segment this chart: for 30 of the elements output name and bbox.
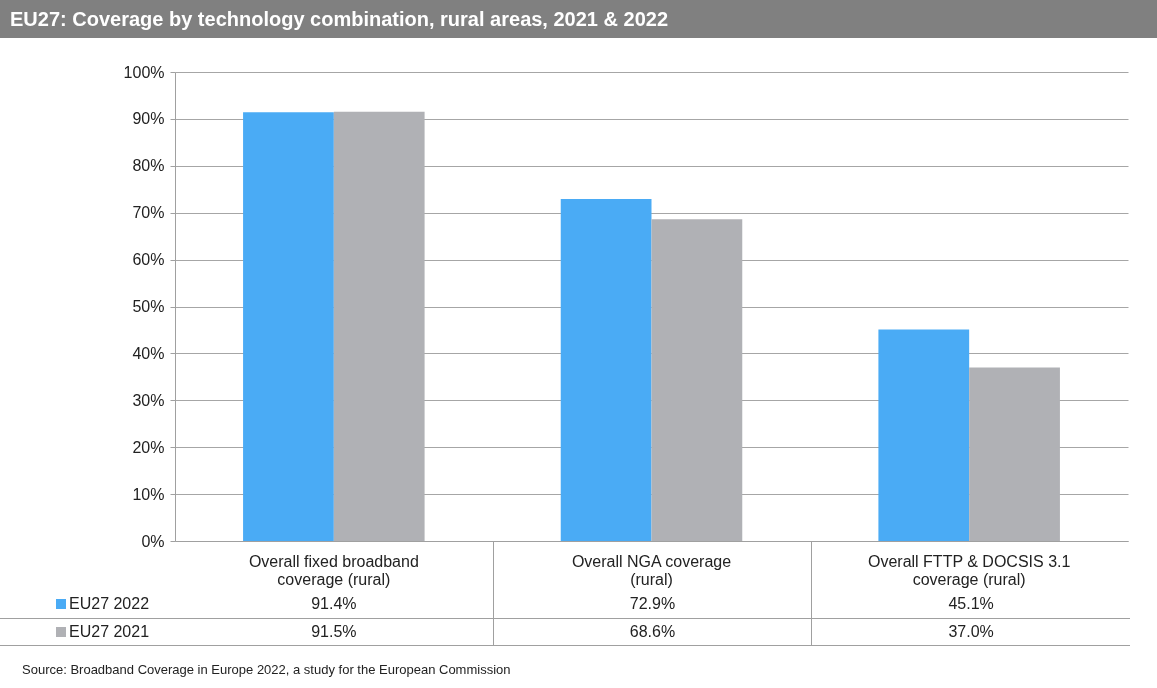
x-tick-label: Overall NGA coverage (rural) [571,552,732,588]
y-tick-label: 10% [132,485,165,503]
bar [969,367,1060,541]
data-label: 91.4% [175,591,494,618]
y-tick-label: 0% [141,532,165,550]
legend-label: EU27 2021 [0,618,175,645]
y-tick-label: 30% [132,391,165,409]
source-note: Source: Broadband Coverage in Europe 2022, a study for the European Commission [22,662,511,677]
y-tick-label: 40% [132,344,165,362]
y-tick-label: 100% [123,63,165,81]
data-label: 72.9% [493,591,812,618]
x-tick-label: Overall FTTP & DOCSIS 3.1 coverage (rural) [867,552,1071,588]
x-tick-label: Overall fixed broadband coverage (rural) [248,552,419,588]
data-label: 91.5% [175,618,494,645]
data-label: 68.6% [493,618,812,645]
y-tick-label: 70% [132,204,165,222]
bar [560,199,652,541]
bar [333,111,425,541]
bar [878,329,970,541]
chart-title: EU27: Coverage by technology combination, rural areas, 2021 & 2022 [0,0,1157,38]
data-label: 45.1% [811,591,1130,618]
y-tick-label: 60% [132,251,165,269]
legend-label: EU27 2022 [0,591,175,618]
data-label: 37.0% [811,618,1130,645]
bar [651,219,743,541]
y-tick-label: 90% [132,110,165,128]
bar [243,112,334,541]
y-tick-label: 80% [132,157,165,175]
y-tick-label: 50% [132,298,165,315]
y-tick-label: 20% [132,438,165,456]
